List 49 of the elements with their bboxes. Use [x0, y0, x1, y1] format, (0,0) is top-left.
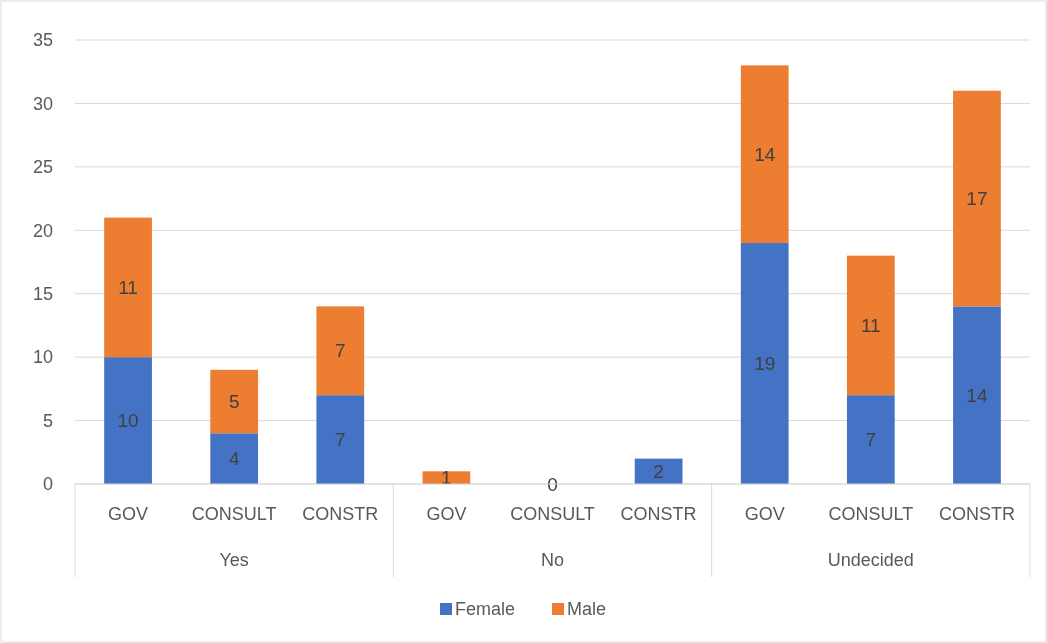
y-tick-label: 30 — [32, 93, 53, 114]
data-label: 14 — [754, 143, 776, 165]
data-label: 1 — [441, 467, 452, 489]
y-tick-label: 10 — [32, 347, 53, 368]
data-label: 7 — [334, 340, 346, 362]
bar — [210, 433, 259, 484]
x-tick-label: CONSULT — [510, 504, 595, 525]
data-label: 11 — [860, 315, 881, 337]
x-tick-label: CONSULT — [828, 504, 914, 525]
legend-label: Male — [567, 599, 607, 620]
y-tick-label: 25 — [32, 157, 53, 178]
y-tick-label: 15 — [32, 284, 53, 305]
y-tick-label: 35 — [32, 30, 53, 51]
x-tick-label: CONSTR — [938, 504, 1015, 525]
bar — [316, 306, 365, 396]
bar — [846, 395, 895, 484]
bar — [740, 242, 789, 484]
x-tick-label: GOV — [426, 504, 467, 525]
text: Undecided — [827, 550, 914, 571]
y-tick-label: 20 — [32, 220, 53, 241]
data-label: 19 — [754, 353, 776, 375]
bar — [104, 217, 152, 358]
text: No — [540, 550, 565, 571]
text: Yes — [219, 550, 249, 571]
legend-label: Female — [455, 599, 516, 620]
data-label: 7 — [334, 429, 346, 451]
x-tick-label: CONSTR — [302, 504, 379, 525]
y-tick-label: 5 — [42, 410, 53, 431]
bar — [104, 357, 152, 484]
x-tick-label: GOV — [744, 504, 785, 525]
x-tick-label: CONSULT — [191, 504, 277, 525]
data-label: 4 — [228, 448, 240, 470]
bar — [953, 90, 1001, 307]
x-tick-label: CONSTR — [620, 504, 697, 525]
y-tick-label: 0 — [42, 474, 53, 495]
bar — [210, 369, 259, 434]
bar — [846, 255, 895, 396]
bar — [953, 306, 1001, 484]
data-label: 10 — [117, 410, 139, 432]
data-label: 0 — [547, 473, 558, 495]
bar — [316, 395, 365, 484]
bar — [740, 65, 789, 243]
data-label: 14 — [966, 384, 988, 406]
data-label: 17 — [966, 188, 988, 210]
x-tick-label: GOV — [108, 504, 149, 525]
data-label: 5 — [228, 391, 240, 413]
data-label: 7 — [865, 429, 877, 451]
data-label: 2 — [653, 460, 664, 482]
data-label: 11 — [118, 277, 138, 299]
